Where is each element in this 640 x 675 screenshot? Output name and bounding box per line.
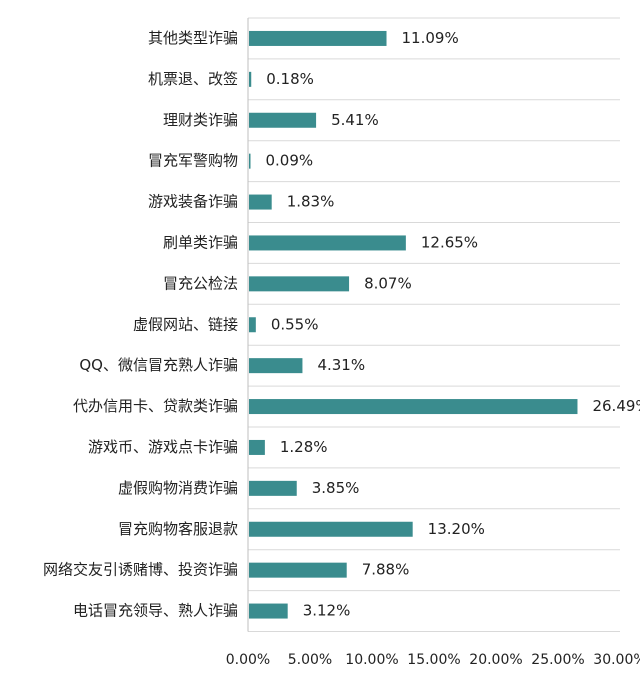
category-label: 冒充军警购物 [148,152,238,170]
category-label: 游戏币、游戏点卡诈骗 [88,438,238,456]
x-tick-label: 25.00% [531,652,584,668]
bar [249,71,252,87]
x-tick-label: 15.00% [407,652,460,668]
category-label: 游戏装备诈骗 [148,193,238,211]
data-label: 26.49% [592,397,640,415]
bar [249,562,347,578]
bar [249,317,256,333]
data-label: 12.65% [421,233,478,251]
category-label: 虚假网站、链接 [133,315,238,333]
bar [249,194,272,210]
bar [249,235,406,251]
data-label: 3.12% [303,602,351,620]
category-label: 网络交友引诱赌博、投资诈骗 [43,561,238,579]
x-tick-label: 5.00% [288,652,332,668]
bar [249,603,288,619]
data-label: 1.83% [287,193,335,211]
bar [249,399,578,415]
category-label: QQ、微信冒充熟人诈骗 [79,356,238,374]
category-label: 代办信用卡、贷款类诈骗 [73,397,238,415]
x-tick-label: 20.00% [469,652,522,668]
data-label: 3.85% [312,479,360,497]
bar [249,153,251,169]
category-label: 机票退、改签 [148,70,238,88]
x-tick-label: 0.00% [226,652,270,668]
category-label: 其他类型诈骗 [148,29,238,47]
data-label: 5.41% [331,111,379,129]
data-label: 8.07% [364,274,412,292]
category-label: 刷单类诈骗 [163,233,238,251]
data-label: 13.20% [428,520,485,538]
data-label: 0.18% [266,70,314,88]
data-label: 4.31% [317,356,365,374]
category-label: 冒充公检法 [163,274,238,292]
bar [249,276,350,292]
data-label: 0.09% [266,152,314,170]
bar [249,112,317,128]
bar [249,358,303,374]
category-label: 理财类诈骗 [163,111,238,129]
bar [249,439,265,455]
data-label: 11.09% [402,29,459,47]
bar [249,480,297,496]
category-label: 虚假购物消费诈骗 [118,479,238,497]
data-label: 7.88% [362,561,410,579]
data-label: 1.28% [280,438,328,456]
category-label: 冒充购物客服退款 [118,520,238,538]
x-tick-label: 30.00% [593,652,640,668]
category-label: 电话冒充领导、熟人诈骗 [73,602,238,620]
bar [249,521,413,537]
data-label: 0.55% [271,315,319,333]
bar [249,30,387,46]
x-tick-label: 10.00% [345,652,398,668]
